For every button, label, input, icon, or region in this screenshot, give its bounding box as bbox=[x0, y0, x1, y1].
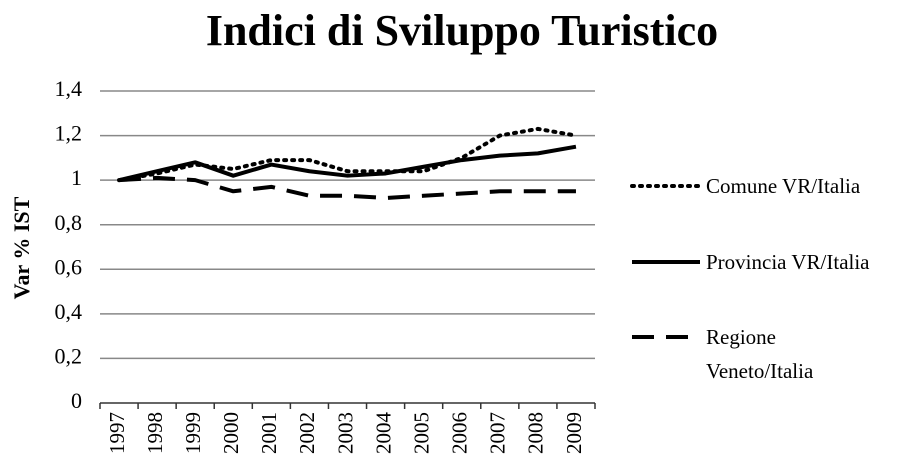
x-tick-label: 1998 bbox=[143, 412, 167, 454]
y-tick-label: 0,8 bbox=[55, 210, 83, 235]
x-tick-label: 2009 bbox=[562, 412, 586, 454]
legend-label: Provincia VR/Italia bbox=[706, 250, 870, 274]
x-tick-label: 2007 bbox=[486, 412, 510, 454]
x-tick-label: 2004 bbox=[371, 412, 395, 455]
x-tick-label: 2006 bbox=[448, 412, 472, 454]
legend-label: Regione Veneto/Italia bbox=[706, 325, 814, 383]
y-tick-label: 1,2 bbox=[55, 121, 83, 146]
data-line bbox=[117, 126, 578, 183]
y-tick-label: 0,2 bbox=[55, 343, 83, 368]
y-tick-label: 1 bbox=[71, 165, 82, 190]
x-tick-label: 2001 bbox=[257, 412, 281, 454]
legend-label: Comune VR/Italia bbox=[706, 174, 861, 198]
data-line bbox=[118, 175, 576, 200]
y-axis-label: Var % IST bbox=[9, 196, 34, 299]
y-tick-label: 0,4 bbox=[55, 299, 83, 324]
x-tick-label: 2002 bbox=[295, 412, 319, 454]
data-line bbox=[118, 144, 577, 183]
chart-title: Indici di Sviluppo Turistico bbox=[206, 6, 718, 55]
x-tick-label: 1999 bbox=[181, 412, 205, 454]
y-tick-label: 1,4 bbox=[55, 76, 83, 101]
y-tick-label: 0 bbox=[71, 388, 82, 413]
x-tick-label: 2008 bbox=[524, 412, 548, 454]
x-tick-label: 2000 bbox=[219, 412, 243, 454]
x-tick-label: 2003 bbox=[333, 412, 357, 454]
x-tick-label: 2005 bbox=[409, 412, 433, 454]
y-tick-label: 0,6 bbox=[55, 254, 83, 279]
x-tick-label: 1997 bbox=[105, 412, 129, 454]
